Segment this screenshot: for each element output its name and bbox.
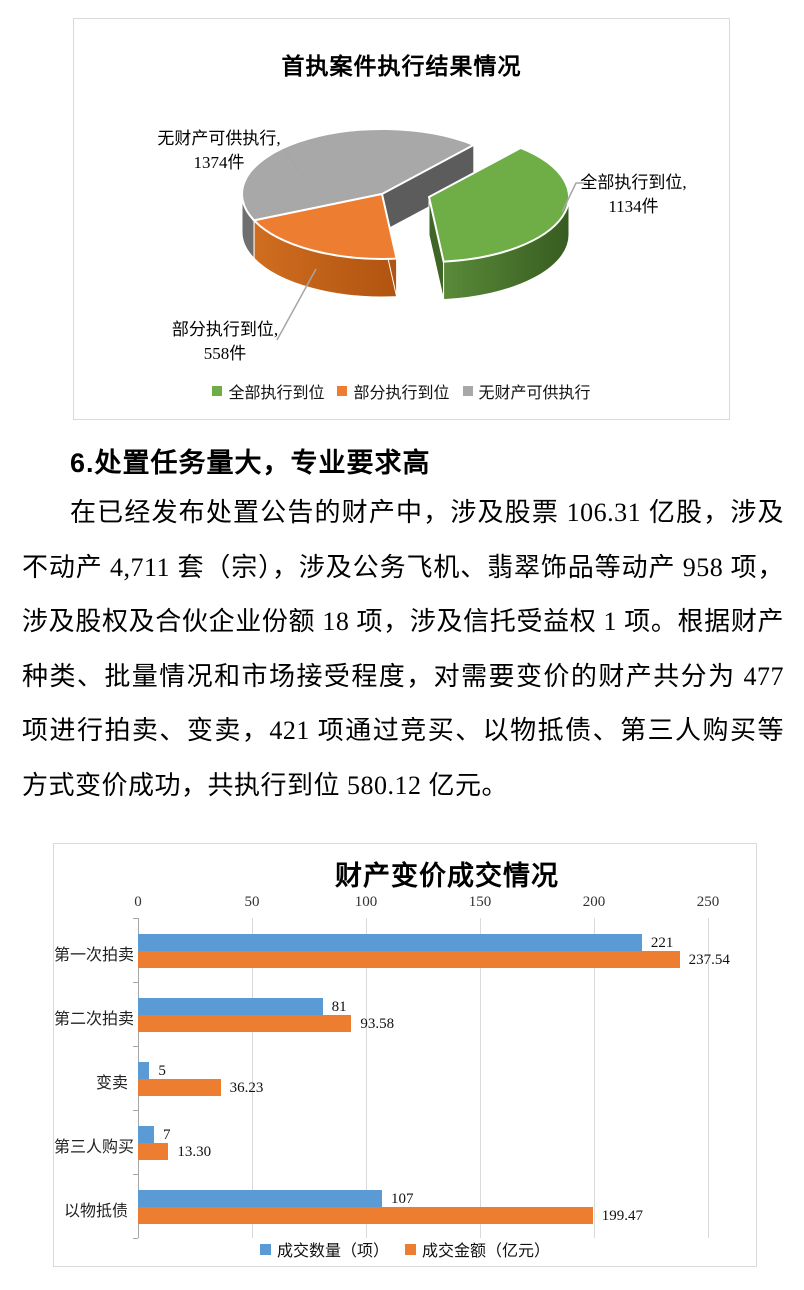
bar-chart-panel: 财产变价成交情况 0 50 100 150 200 250 第一次拍卖 221 237.54 第二… (53, 843, 757, 1267)
x-axis-tick-label: 200 (582, 894, 606, 910)
legend-item-label: 部分执行到位 (353, 385, 450, 402)
bar-count (138, 1126, 154, 1143)
bar-amount (138, 1015, 352, 1032)
bar-value-label: 93.58 (360, 1016, 395, 1032)
pie-chart-title: 首执案件执行结果情况 (281, 54, 522, 79)
category-label: 变卖 (95, 1075, 128, 1092)
bar-chart-plot: 0 50 100 150 200 250 第一次拍卖 221 237.54 第二次拍卖 81 93.5… (54, 844, 756, 1266)
bar-amount (138, 1207, 593, 1224)
y-axis-tick (133, 918, 138, 919)
pie-callout-orange-value: 558件 (203, 344, 247, 363)
pie-callout-orange: 部分执行到位, 558件 (140, 318, 310, 366)
pie-callout-gray: 无财产可供执行, 1374件 (134, 127, 304, 175)
legend-item: 全部执行到位 (212, 379, 324, 403)
legend-swatch (405, 1243, 416, 1255)
legend-item: 无财产可供执行 (462, 379, 591, 403)
pie-callout-gray-value: 1374件 (193, 153, 245, 172)
bar-value-label: 7 (162, 1127, 171, 1143)
pie-callout-green: 全部执行到位, 1134件 (551, 171, 716, 219)
bar-value-label: 13.30 (177, 1144, 212, 1160)
pie-callout-green-label: 全部执行到位, (580, 173, 687, 192)
legend-item: 成交数量（项） (259, 1237, 389, 1261)
category-label: 第一次拍卖 (54, 947, 135, 964)
legend-item-label: 无财产可供执行 (478, 385, 591, 402)
plot-gridline (479, 918, 481, 1238)
y-axis-tick (133, 982, 138, 983)
pie-callout-gray-label: 无财产可供执行, (157, 129, 281, 148)
bar-value-label: 36.23 (229, 1080, 264, 1096)
y-axis-tick (133, 1174, 138, 1175)
callout-leader-orange (276, 268, 317, 341)
bar-amount (138, 951, 680, 968)
category-label: 第三人购买 (54, 1139, 135, 1156)
plot-gridline (365, 918, 367, 1238)
category-label: 以物抵债 (63, 1203, 128, 1220)
legend-item-label: 成交数量（项） (276, 1243, 389, 1260)
bar-count (138, 934, 642, 951)
bar-value-label: 5 (158, 1063, 166, 1079)
bar-value-label: 237.54 (688, 952, 730, 968)
y-axis-tick (133, 1238, 138, 1239)
category-label: 第二次拍卖 (54, 1011, 135, 1028)
pie-slice-green-top (427, 146, 570, 263)
bar-count (138, 1190, 382, 1207)
pie-slice-orange-top (252, 192, 398, 260)
legend-swatch (337, 386, 348, 396)
x-axis-tick-label: 250 (696, 894, 720, 910)
legend-swatch (212, 386, 223, 396)
bar-amount (138, 1143, 169, 1160)
bar-chart-title: 财产变价成交情况 (335, 861, 559, 891)
bar-value-label: 199.47 (601, 1208, 644, 1224)
pie-3d-graphic (241, 127, 587, 341)
y-axis-tick (133, 1046, 138, 1047)
pie-slice-gray-top (241, 127, 477, 222)
section-heading: 6.处置任务量大，专业要求高 (70, 448, 431, 478)
y-axis-tick (133, 1110, 138, 1111)
bar-value-label: 81 (331, 999, 347, 1015)
legend-item: 部分执行到位 (337, 379, 450, 403)
plot-gridline (593, 918, 595, 1238)
bar-count (138, 1062, 150, 1079)
bar-value-label: 221 (650, 935, 674, 951)
legend-item-label: 全部执行到位 (228, 385, 325, 402)
x-axis-tick-label: 0 (134, 894, 142, 910)
body-paragraph: 在已经发布处置公告的财产中，涉及股票 106.31 亿股，涉及不动产 4,711… (22, 498, 784, 800)
x-axis-tick-label: 50 (244, 894, 260, 910)
plot-gridline (251, 918, 253, 1238)
legend-item: 成交金额（亿元） (405, 1237, 550, 1261)
pie-callout-orange-label: 部分执行到位, (171, 320, 279, 339)
callout-leader-gray (283, 149, 304, 177)
x-axis-tick-label: 150 (468, 894, 492, 910)
callout-leader-green (561, 182, 587, 213)
x-axis-tick-label: 100 (354, 894, 378, 910)
legend-item-label: 成交金额（亿元） (422, 1243, 551, 1260)
bar-amount (138, 1079, 221, 1096)
bar-value-label: 107 (390, 1191, 414, 1207)
legend-swatch (259, 1243, 271, 1255)
pie-chart-panel: 首执案件执行结果情况 无财产可供执行, 1374件 全部执行到位, 1134件 … (73, 18, 730, 420)
pie-callout-green-value: 1134件 (608, 197, 659, 216)
legend-swatch (462, 386, 473, 396)
plot-gridline (707, 918, 709, 1238)
bar-count (138, 998, 323, 1015)
pie-legend: 全部执行到位 部分执行到位 无财产可供执行 (74, 379, 729, 403)
bar-legend: 成交数量（项） 成交金额（亿元） (54, 1237, 756, 1261)
